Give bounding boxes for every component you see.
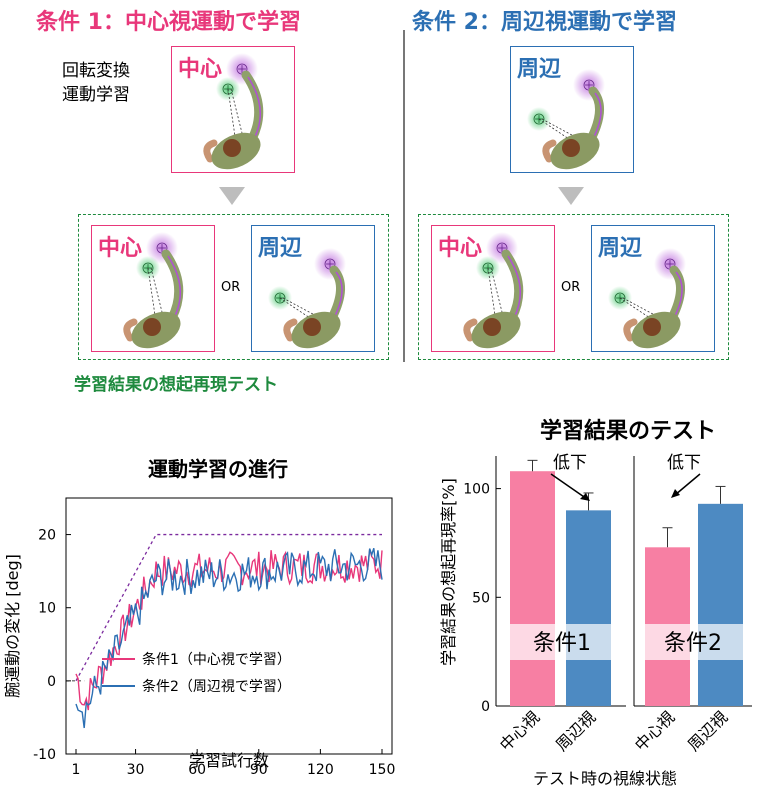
decrease-arrow-icon [550,473,590,501]
cond1-recall-test-group [78,214,389,360]
group-2-label: 条件2 [664,631,722,656]
cursor-marker [614,292,626,304]
left-arm [463,318,478,342]
x-tick-label: 30 [127,762,145,778]
legend-label-condition-2: 条件2（周辺視で学習） [142,678,291,695]
series-condition-2-line [75,547,383,729]
left-arm [542,139,557,163]
arm-trajectory [167,255,181,319]
plot-frame [65,497,393,755]
x-tick-label: 60 [188,762,206,778]
arm-trajectory [247,76,261,140]
gaze-line [487,267,505,323]
ideal-adaptation-line [75,533,382,682]
y-tick-label: 0 [47,674,56,690]
or-label: OR [561,280,581,295]
learning-progress-chart: 運動学習の進行 -10 0 10 20 1 30 60 90 120 150 条件1（中心視で学… [3,457,396,778]
arm-reach-scene [123,232,184,349]
arm-trajectory [333,271,343,319]
central-vision-label: 中心 [178,57,223,82]
cond1-test-central-panel: 中心 [91,225,215,352]
bar [566,510,611,706]
group-2-band [636,624,750,660]
left-arm [623,318,638,342]
bar [698,503,743,706]
y-tick-label: -10 [33,747,56,763]
x-tick-label: 中心視 [631,707,678,754]
down-arrow-icon [558,187,584,205]
head [223,139,241,157]
arm-reach-scene [463,232,524,349]
decrease-arrow-icon [671,473,701,498]
head [643,318,661,336]
decrease-label-group-2: 低下 [667,453,701,473]
condition-2-title: 条件 2：周辺視運動で学習 [412,10,677,35]
head [562,139,580,157]
legend-label-condition-1: 条件1（中心視で学習） [142,651,291,668]
y-tick-label: 10 [38,601,56,617]
or-label: OR [221,280,241,295]
x-axis-label: 学習試行数 [189,751,269,770]
x-tick-label: 150 [369,762,396,778]
peripheral-vision-label: 周辺 [598,236,643,261]
group-1-band [503,624,621,660]
cursor-marker [142,262,154,274]
cursor-marker [533,113,545,125]
chart-title: 学習結果のテスト [540,418,716,444]
task-label-line2: 運動学習 [62,85,130,105]
cond1-training-panel: 中心 [171,46,295,173]
arm-reach-scene [608,248,686,349]
peripheral-vision-label: 周辺 [517,57,562,82]
x-tick-label: 90 [250,762,268,778]
y-tick-label: 0 [481,699,490,715]
x-tick-label: 1 [72,762,81,778]
head [483,318,501,336]
x-tick-label: 120 [307,762,334,778]
arm-trajectory [507,255,521,319]
center-divider [403,30,405,362]
x-axis-label: テスト時の視線状態 [533,769,677,788]
peripheral-vision-label: 周辺 [258,236,303,261]
cond2-test-central-panel: 中心 [431,225,555,352]
cursor-marker [482,262,494,274]
y-axis-label: 腕運動の変化 [deg] [3,554,22,698]
y-tick-label: 20 [38,528,56,544]
arm-reach-scene [203,53,264,170]
y-tick-label: 50 [472,590,490,606]
down-arrow-icon [219,187,245,205]
arm-trajectory [592,92,602,140]
cond2-test-peripheral-panel: 周辺 [591,225,715,352]
cond2-recall-test-group [418,214,729,360]
condition-1-title: 条件 1：中心視運動で学習 [36,10,301,35]
bar [510,471,555,706]
y-axis-label: 学習結果の想起再現率[%] [439,478,458,666]
gaze-line [147,267,165,323]
head [143,318,161,336]
left-arm [123,318,138,342]
cursor-marker [222,83,234,95]
y-tick-label: 100 [463,482,490,498]
left-arm [283,318,298,342]
task-label-line1: 回転変換 [62,61,130,81]
arm-reach-scene [268,248,346,349]
chart-title: 運動学習の進行 [148,457,288,481]
arm-trajectory [673,271,683,319]
x-tick-label: 周辺視 [552,707,599,754]
cond2-training-panel: 周辺 [510,46,634,173]
recall-test-caption: 学習結果の想起再現テスト [74,375,278,395]
recall-test-bar-chart: 学習結果のテスト 050100 条件1 条件2 低下 低下 中心視 周辺視 中心視周… [439,418,752,788]
gaze-line [227,88,245,144]
cond1-test-peripheral-panel: 周辺 [251,225,375,352]
cursor-marker [274,292,286,304]
x-tick-label: 周辺視 [684,707,731,754]
x-tick-label: 中心視 [496,707,543,754]
central-vision-label: 中心 [438,236,483,261]
group-1-label: 条件1 [533,631,591,656]
head [303,318,321,336]
left-arm [203,139,218,163]
decrease-label-group-1: 低下 [553,453,587,473]
central-vision-label: 中心 [98,236,143,261]
arm-reach-scene [527,69,605,170]
